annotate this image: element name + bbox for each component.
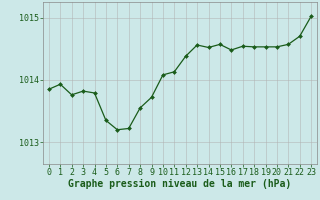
X-axis label: Graphe pression niveau de la mer (hPa): Graphe pression niveau de la mer (hPa) — [68, 179, 292, 189]
